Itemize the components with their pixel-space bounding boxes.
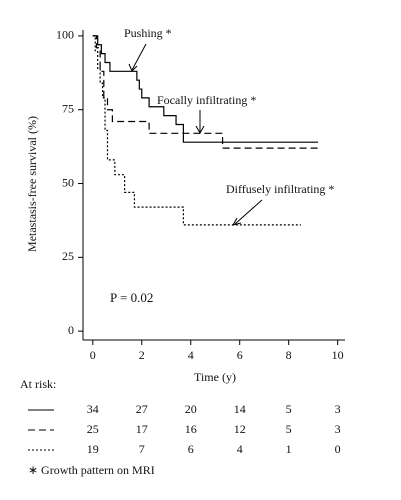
at-risk-count: 1 xyxy=(286,442,292,456)
series-label: Diffusely infiltrating * xyxy=(226,182,334,196)
survival-curve xyxy=(92,35,319,143)
survival-curve xyxy=(92,35,301,226)
survival-curve xyxy=(92,35,319,149)
at-risk-count: 34 xyxy=(87,402,99,416)
arrows xyxy=(128,43,263,226)
at-risk-count: 25 xyxy=(87,422,99,436)
x-tick-label: 6 xyxy=(237,348,243,362)
series-label: Pushing * xyxy=(124,26,172,40)
x-tick-label: 0 xyxy=(90,348,96,362)
at-risk-count: 6 xyxy=(188,442,194,456)
series-label: Focally infiltrating * xyxy=(157,93,256,107)
y-tick-label: 25 xyxy=(62,249,74,263)
at-risk-count: 7 xyxy=(139,442,145,456)
at-risk-count: 19 xyxy=(87,442,99,456)
footnote: ∗ Growth pattern on MRI xyxy=(28,463,155,477)
x-tick-label: 10 xyxy=(332,348,344,362)
p-value: P = 0.02 xyxy=(110,290,153,305)
at-risk-count: 20 xyxy=(185,402,197,416)
at-risk-count: 5 xyxy=(286,402,292,416)
at-risk-count: 3 xyxy=(335,422,341,436)
y-axis-label: Metastasis-free survival (%) xyxy=(25,116,39,252)
at-risk-count: 4 xyxy=(237,442,243,456)
x-tick-label: 2 xyxy=(139,348,145,362)
x-tick-label: 8 xyxy=(286,348,292,362)
at-risk-count: 3 xyxy=(335,402,341,416)
y-tick-label: 0 xyxy=(68,323,74,337)
at-risk-count: 12 xyxy=(234,422,246,436)
at-risk-count: 14 xyxy=(234,402,246,416)
x-axis-label: Time (y) xyxy=(194,370,236,384)
x-tick-label: 4 xyxy=(188,348,194,362)
at-risk-count: 17 xyxy=(136,422,148,436)
y-tick-label: 100 xyxy=(56,28,74,42)
y-tick-label: 75 xyxy=(62,101,74,115)
at-risk-label: At risk: xyxy=(20,377,56,391)
at-risk-count: 27 xyxy=(136,402,148,416)
at-risk-count: 5 xyxy=(286,422,292,436)
y-tick-label: 50 xyxy=(62,175,74,189)
at-risk-count: 16 xyxy=(185,422,197,436)
at-risk-count: 0 xyxy=(335,442,341,456)
